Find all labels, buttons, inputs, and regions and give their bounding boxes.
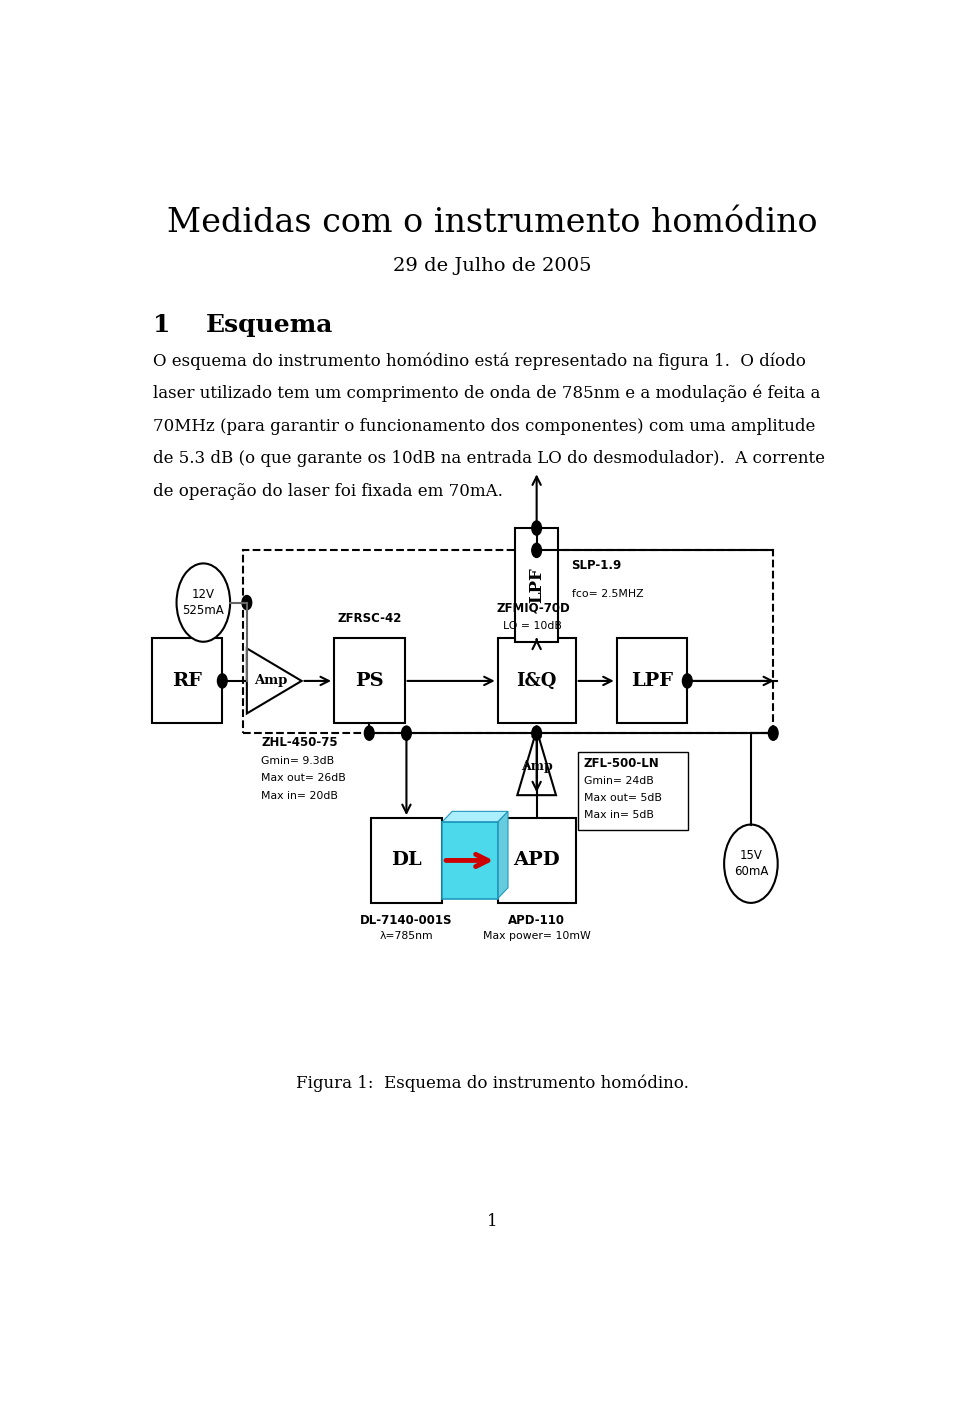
Text: 1: 1 (487, 1214, 497, 1231)
FancyBboxPatch shape (442, 822, 497, 899)
Text: Gmin= 24dB: Gmin= 24dB (584, 776, 653, 786)
Polygon shape (517, 731, 556, 796)
Text: DL-7140-001S: DL-7140-001S (360, 914, 453, 927)
Circle shape (532, 543, 541, 558)
Circle shape (724, 825, 778, 903)
Text: DL: DL (391, 852, 421, 869)
Circle shape (242, 595, 252, 609)
FancyBboxPatch shape (497, 818, 576, 903)
Circle shape (532, 521, 541, 536)
Text: Amp: Amp (254, 674, 287, 688)
Text: λ=785nm: λ=785nm (379, 931, 433, 941)
Text: I&Q: I&Q (516, 673, 557, 690)
Text: RF: RF (172, 673, 202, 690)
Text: de operação do laser foi fixada em 70mA.: de operação do laser foi fixada em 70mA. (154, 483, 503, 500)
Polygon shape (247, 649, 301, 714)
FancyBboxPatch shape (334, 639, 404, 723)
FancyBboxPatch shape (578, 752, 687, 829)
Circle shape (365, 726, 374, 740)
Circle shape (683, 674, 692, 688)
Text: 12V
525mA: 12V 525mA (182, 588, 225, 617)
Text: ZFRSC-42: ZFRSC-42 (337, 612, 401, 626)
Text: fco= 2.5MHZ: fco= 2.5MHZ (571, 589, 643, 599)
Text: APD-110: APD-110 (508, 914, 565, 927)
Text: Max in= 20dB: Max in= 20dB (261, 791, 338, 801)
Circle shape (401, 726, 411, 740)
Text: 29 de Julho de 2005: 29 de Julho de 2005 (393, 257, 591, 274)
Text: Gmin= 9.3dB: Gmin= 9.3dB (261, 756, 334, 766)
Text: Amp: Amp (520, 760, 553, 773)
Text: LPF: LPF (631, 673, 673, 690)
Circle shape (218, 674, 228, 688)
Text: APD: APD (514, 852, 560, 869)
Text: ZHL-450-75: ZHL-450-75 (261, 736, 338, 749)
Text: Max out= 26dB: Max out= 26dB (261, 773, 347, 783)
Circle shape (768, 726, 778, 740)
Text: Max in= 5dB: Max in= 5dB (584, 811, 654, 821)
Circle shape (532, 726, 541, 740)
FancyBboxPatch shape (616, 639, 687, 723)
Text: ZFL-500-LN: ZFL-500-LN (584, 757, 660, 770)
Text: Figura 1:  Esquema do instrumento homódino.: Figura 1: Esquema do instrumento homódin… (296, 1075, 688, 1092)
FancyBboxPatch shape (372, 818, 442, 903)
Polygon shape (497, 811, 508, 899)
Text: 70MHz (para garantir o funcionamento dos componentes) com uma amplitude: 70MHz (para garantir o funcionamento dos… (154, 418, 816, 435)
Text: SLP-1.9: SLP-1.9 (571, 560, 622, 572)
Text: O esquema do instrumento homódino está representado na figura 1.  O díodo: O esquema do instrumento homódino está r… (154, 352, 806, 370)
Text: 15V
60mA: 15V 60mA (733, 849, 768, 879)
Text: Max out= 5dB: Max out= 5dB (584, 793, 661, 803)
Text: laser utilizado tem um comprimento de onda de 785nm e a modulação é feita a: laser utilizado tem um comprimento de on… (154, 384, 821, 403)
Text: Max power= 10mW: Max power= 10mW (483, 931, 590, 941)
Circle shape (177, 564, 230, 642)
Text: LPF: LPF (528, 567, 545, 603)
FancyBboxPatch shape (516, 528, 558, 643)
Text: PS: PS (355, 673, 384, 690)
Text: Esquema: Esquema (205, 314, 333, 338)
Text: ZFMIQ-70D: ZFMIQ-70D (496, 602, 570, 615)
Text: de 5.3 dB (o que garante os 10dB na entrada LO do desmodulador).  A corrente: de 5.3 dB (o que garante os 10dB na entr… (154, 451, 826, 468)
FancyBboxPatch shape (152, 639, 223, 723)
FancyBboxPatch shape (497, 639, 576, 723)
Text: LO = 10dB: LO = 10dB (503, 620, 563, 630)
Text: 1: 1 (154, 314, 171, 338)
Text: Medidas com o instrumento homódino: Medidas com o instrumento homódino (167, 206, 817, 239)
Polygon shape (442, 811, 508, 822)
